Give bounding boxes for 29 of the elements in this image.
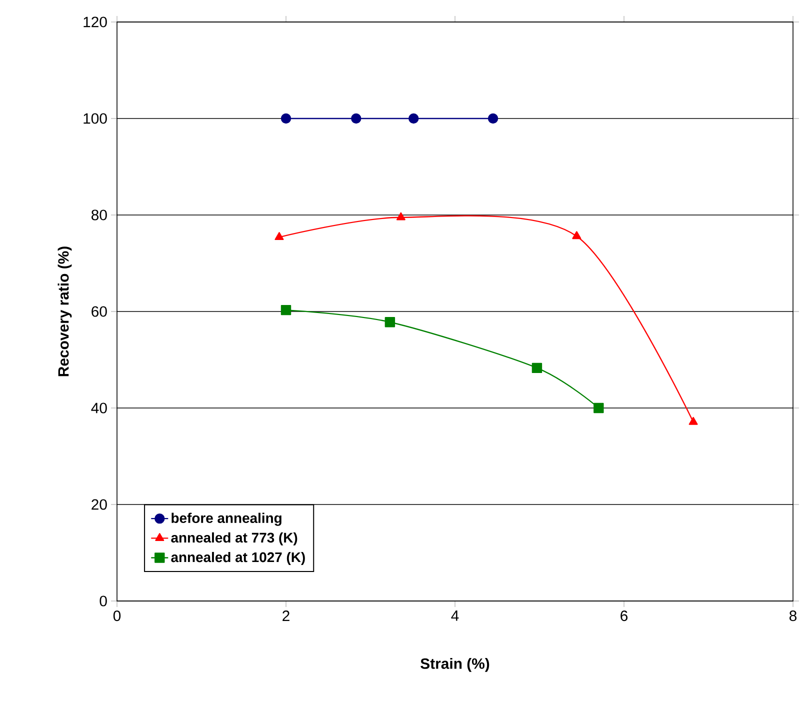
x-tick-label: 2 [282, 610, 290, 621]
x-axis-title: Strain (%) [420, 658, 490, 672]
x-tick-label: 8 [790, 610, 797, 622]
y-tick-label: 80 [92, 210, 107, 220]
legend-label: annealed at 773 (K) [171, 532, 298, 546]
point [488, 113, 498, 124]
legend-label: before annealing [172, 512, 282, 526]
point [688, 416, 698, 425]
point [384, 317, 396, 328]
y-tick-label: 40 [91, 402, 107, 414]
y-tick-label: 20 [92, 499, 107, 510]
y-tick-label: 120 [84, 16, 107, 28]
y-axis-title: Recovery ratio (%) [58, 246, 72, 376]
point [594, 402, 604, 414]
x-tick-label: 6 [620, 610, 628, 622]
y-tick-label: 100 [84, 113, 107, 124]
y-tick-label: 0 [100, 596, 107, 606]
point [280, 113, 292, 124]
point [396, 212, 406, 220]
point [532, 362, 542, 374]
point [280, 304, 292, 316]
x-tick-label: 0 [113, 610, 121, 622]
x-tick-label: 4 [451, 610, 459, 621]
point [274, 232, 284, 240]
point [572, 231, 582, 240]
y-tick-label: 60 [92, 306, 107, 317]
point [351, 113, 362, 124]
point [408, 113, 419, 124]
legend-label: annealed at 1027 (K) [171, 552, 305, 565]
